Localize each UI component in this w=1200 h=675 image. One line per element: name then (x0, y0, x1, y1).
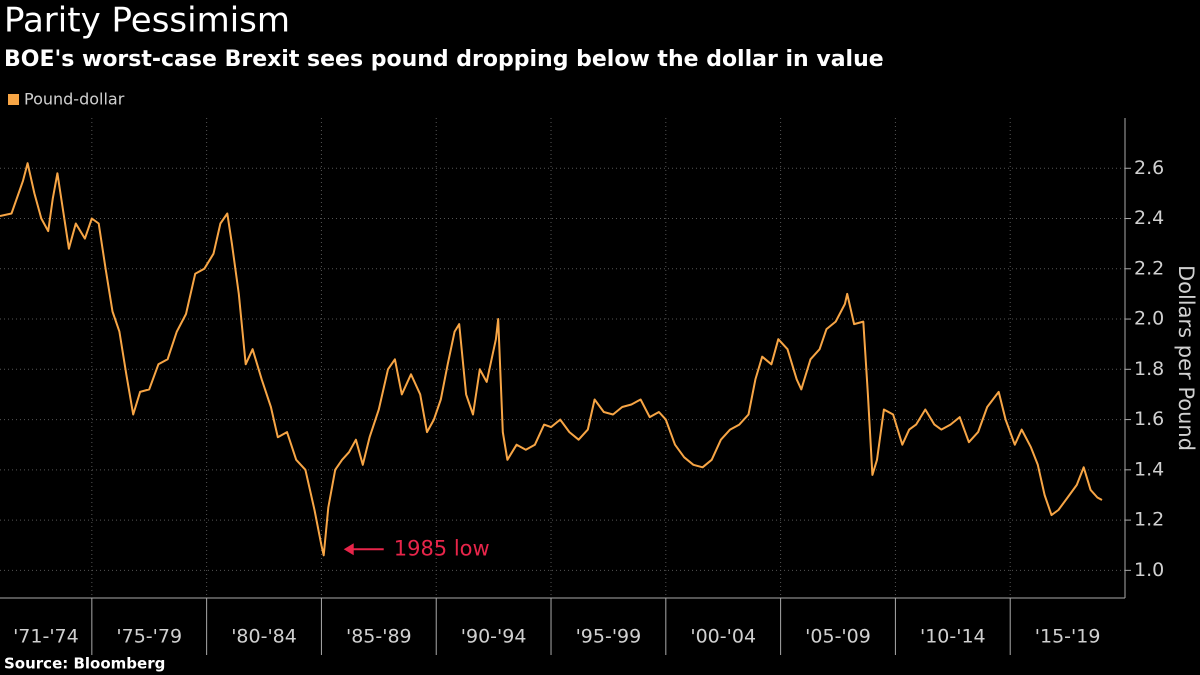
x-tick-label: '85-'89 (346, 626, 412, 648)
chart-title: Parity Pessimism (4, 1, 290, 41)
y-tick-label: 2.4 (1134, 207, 1164, 229)
x-tick-label: '90-'94 (461, 626, 527, 648)
series-line (0, 162, 1103, 557)
x-tick-label: '75-'79 (116, 626, 182, 648)
legend-swatch (8, 94, 19, 105)
y-tick-label: 2.0 (1134, 308, 1164, 330)
x-tick-label: '00-'04 (690, 626, 756, 648)
x-tick-label: '15-'19 (1035, 626, 1101, 648)
x-tick-label: '95-'99 (576, 626, 642, 648)
y-tick-label: 1.2 (1134, 509, 1164, 531)
chart-subtitle: BOE's worst-case Brexit sees pound dropp… (4, 47, 884, 72)
x-tick-label: '05-'09 (805, 626, 871, 648)
x-tick-label: '71-'74 (13, 626, 79, 648)
annotation: 1985 low (394, 536, 490, 560)
x-tick-label: '80-'84 (231, 626, 297, 648)
y-tick-label: 1.6 (1134, 408, 1164, 430)
y-tick-label: 2.2 (1134, 257, 1164, 279)
source: Source: Bloomberg (4, 655, 165, 673)
y-tick-label: 1.0 (1134, 559, 1164, 581)
x-tick-label: '10-'14 (920, 626, 986, 648)
y-tick-label: 2.6 (1134, 157, 1164, 179)
y-axis-label: Dollars per Pound (1174, 265, 1198, 451)
legend-label: Pound-dollar (24, 90, 125, 109)
annotation-arrowhead (343, 543, 354, 556)
y-tick-label: 1.8 (1134, 358, 1164, 380)
y-tick-label: 1.4 (1134, 458, 1164, 480)
